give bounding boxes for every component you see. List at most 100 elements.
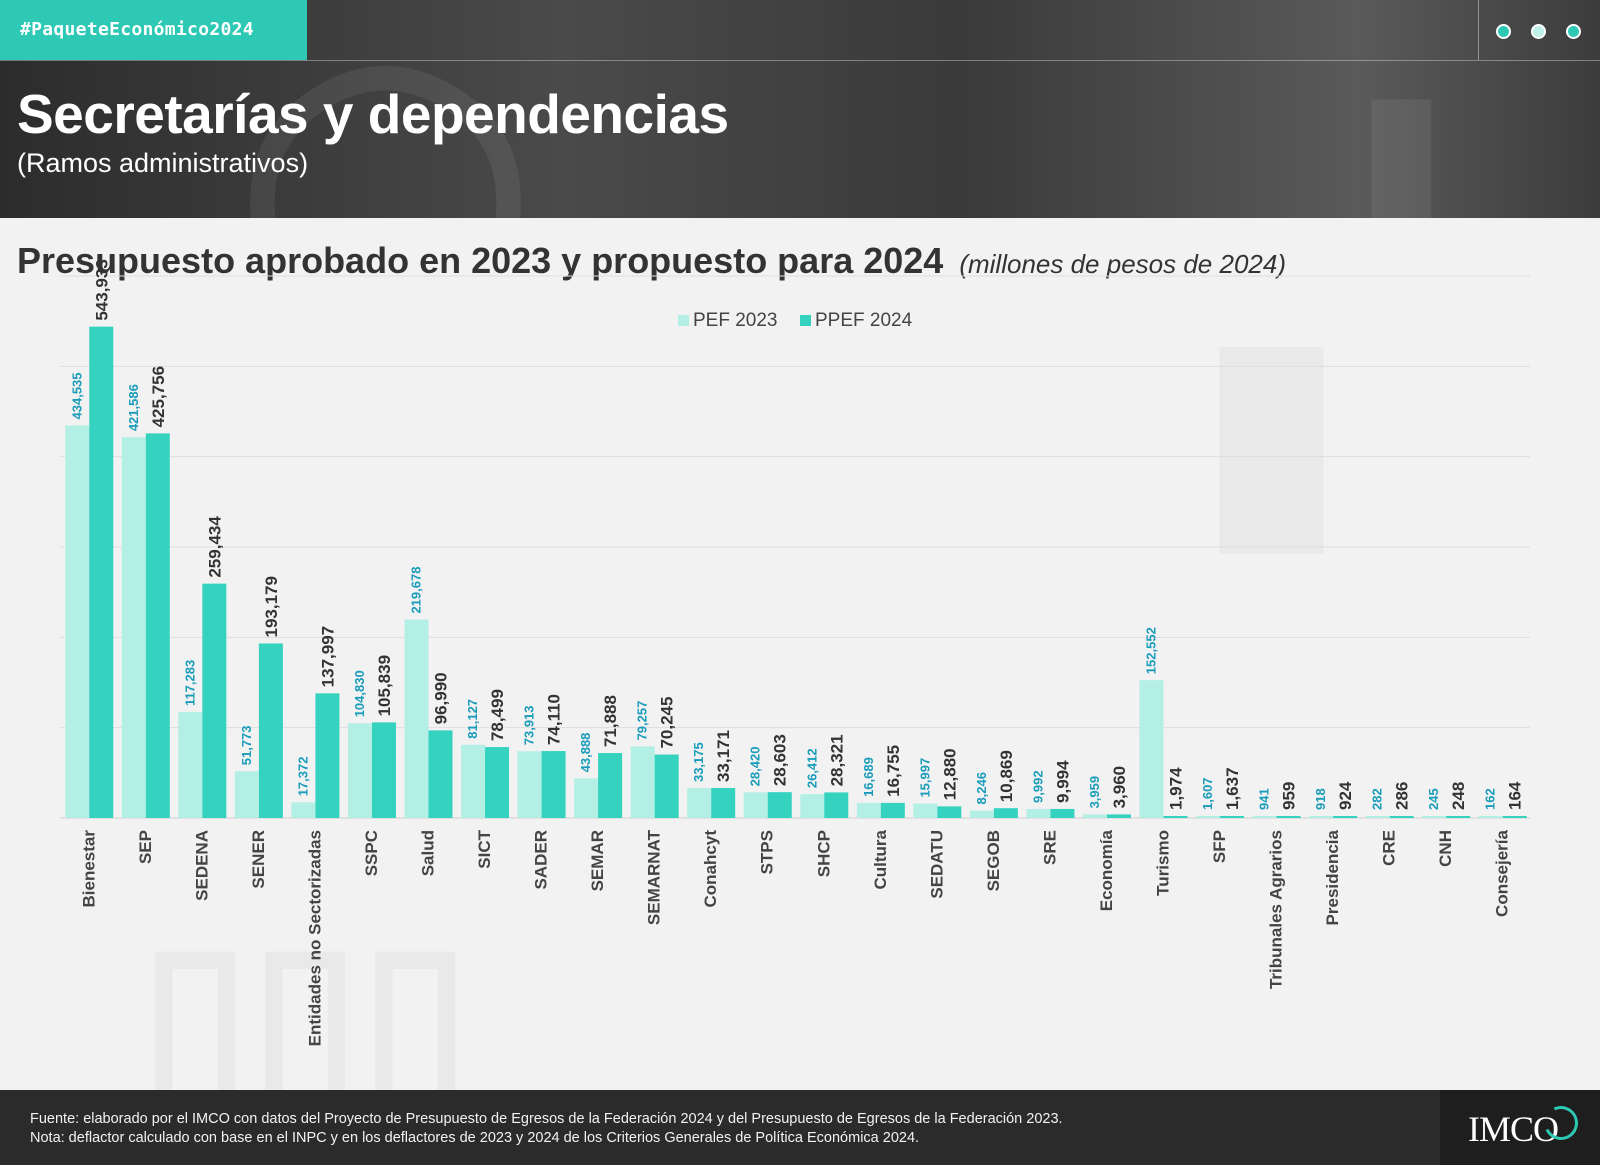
bar-ppef-2024 [202,583,227,818]
data-label-pef-2023: 15,997 [917,758,932,798]
bar-pef-2023 [517,751,542,818]
page-subtitle: (Ramos administrativos) [17,148,309,178]
category-label: Bienestar [79,830,98,908]
category-label: Presidencia [1323,829,1342,925]
data-label-ppef-2024: 259,434 [205,516,224,578]
data-label-ppef-2024: 924 [1336,781,1355,810]
category-label: SRE [1040,830,1059,865]
imco-logo[interactable]: IMCO [1440,1090,1600,1165]
data-label-pef-2023: 3,959 [1087,776,1102,809]
category-label: SHCP [814,830,833,877]
data-label-ppef-2024: 543,933 [92,259,111,320]
data-label-pef-2023: 421,586 [126,384,141,431]
data-label-ppef-2024: 28,321 [827,734,846,786]
footer-note: Nota: deflactor calculado con base en el… [30,1130,920,1146]
data-label-ppef-2024: 28,603 [771,734,790,786]
footer: Fuente: elaborado por el IMCO con datos … [0,1090,1600,1165]
category-label: SEP [136,830,155,864]
category-label: Entidades no Sectorizadas [305,830,324,1046]
bar-pef-2023 [630,746,655,818]
bar-pef-2023 [1422,816,1447,818]
category-label: Consejería [1493,829,1512,916]
bar-ppef-2024 [880,802,905,818]
data-label-pef-2023: 434,535 [69,372,84,419]
data-label-ppef-2024: 70,245 [658,697,677,749]
data-label-pef-2023: 81,127 [465,699,480,739]
data-label-ppef-2024: 12,880 [940,748,959,800]
page-dot-1[interactable] [1496,24,1511,39]
bar-ppef-2024 [1333,816,1358,818]
data-label-pef-2023: 51,773 [239,725,254,765]
bar-pef-2023 [65,425,90,818]
category-label: Turismo [1154,830,1173,896]
hashtag-label[interactable]: #PaqueteEconómico2024 [0,0,307,60]
bar-ppef-2024 [937,806,962,818]
top-bar-divider [1478,0,1479,60]
bar-ppef-2024 [1276,816,1301,818]
data-label-ppef-2024: 33,171 [714,730,733,782]
page-dot-2[interactable] [1531,24,1546,39]
data-label-ppef-2024: 1,637 [1223,767,1242,810]
data-label-pef-2023: 245 [1426,788,1441,810]
legend-label: PPEF 2024 [815,310,913,331]
data-label-ppef-2024: 78,499 [488,689,507,741]
chart-title: Presupuesto aprobado en 2023 y propuesto… [17,240,1286,282]
bar-ppef-2024 [1050,808,1075,818]
category-label: Salud [419,830,438,876]
chart-title-main: Presupuesto aprobado en 2023 y propuesto… [17,240,944,281]
category-label: Tribunales Agrarios [1267,830,1286,989]
data-label-ppef-2024: 248 [1449,782,1468,810]
data-label-pef-2023: 162 [1483,788,1498,810]
bar-ppef-2024 [541,751,566,818]
bar-pef-2023 [574,778,599,818]
data-label-pef-2023: 16,689 [861,757,876,797]
bar-pef-2023 [234,771,259,818]
category-label: Economía [1097,829,1116,911]
bar-ppef-2024 [1502,816,1527,818]
bar-ppef-2024 [1446,816,1471,818]
page-dot-3[interactable] [1566,24,1581,39]
category-label: CRE [1380,830,1399,866]
bar-ppef-2024 [711,788,736,818]
data-label-ppef-2024: 193,179 [262,576,281,637]
data-label-pef-2023: 8,246 [974,772,989,805]
data-label-ppef-2024: 105,839 [375,655,394,716]
data-label-ppef-2024: 286 [1393,782,1412,810]
data-label-ppef-2024: 74,110 [545,694,564,745]
data-label-ppef-2024: 137,997 [318,626,337,687]
bar-ppef-2024 [485,747,510,818]
data-label-pef-2023: 152,552 [1144,627,1159,674]
data-label-pef-2023: 941 [1257,788,1272,810]
bar-ppef-2024 [654,754,679,818]
bar-pef-2023 [404,619,429,818]
data-label-ppef-2024: 71,888 [601,695,620,747]
data-label-ppef-2024: 3,960 [1110,766,1129,809]
bar-pef-2023 [291,802,316,818]
data-label-pef-2023: 918 [1313,788,1328,810]
category-label: CNH [1436,830,1455,867]
bar-pef-2023 [913,803,938,818]
data-label-ppef-2024: 959 [1280,782,1299,810]
page-title: Secretarías y dependencias [17,83,729,145]
bar-pef-2023 [178,712,203,818]
bar-ppef-2024 [824,792,849,818]
category-label: SADER [532,830,551,890]
bar-pef-2023 [461,744,486,818]
bar-ppef-2024 [89,326,114,818]
bar-pef-2023 [800,794,825,818]
logo-text: IMCO [1468,1109,1559,1149]
category-label: SEDENA [192,830,211,901]
bar-pef-2023 [743,792,768,818]
data-label-ppef-2024: 96,990 [432,672,451,724]
bar-pef-2023 [1252,816,1277,818]
bar-ppef-2024 [258,643,283,818]
bar-pef-2023 [347,723,372,818]
data-label-pef-2023: 9,992 [1030,770,1045,803]
data-label-ppef-2024: 425,756 [149,366,168,427]
bar-pef-2023 [687,788,712,818]
bar-pef-2023 [121,437,146,818]
bar-pef-2023 [856,802,881,818]
data-label-ppef-2024: 9,994 [1053,760,1072,803]
banner-decoration: ▮ [1360,65,1443,218]
bar-ppef-2024 [598,753,623,818]
